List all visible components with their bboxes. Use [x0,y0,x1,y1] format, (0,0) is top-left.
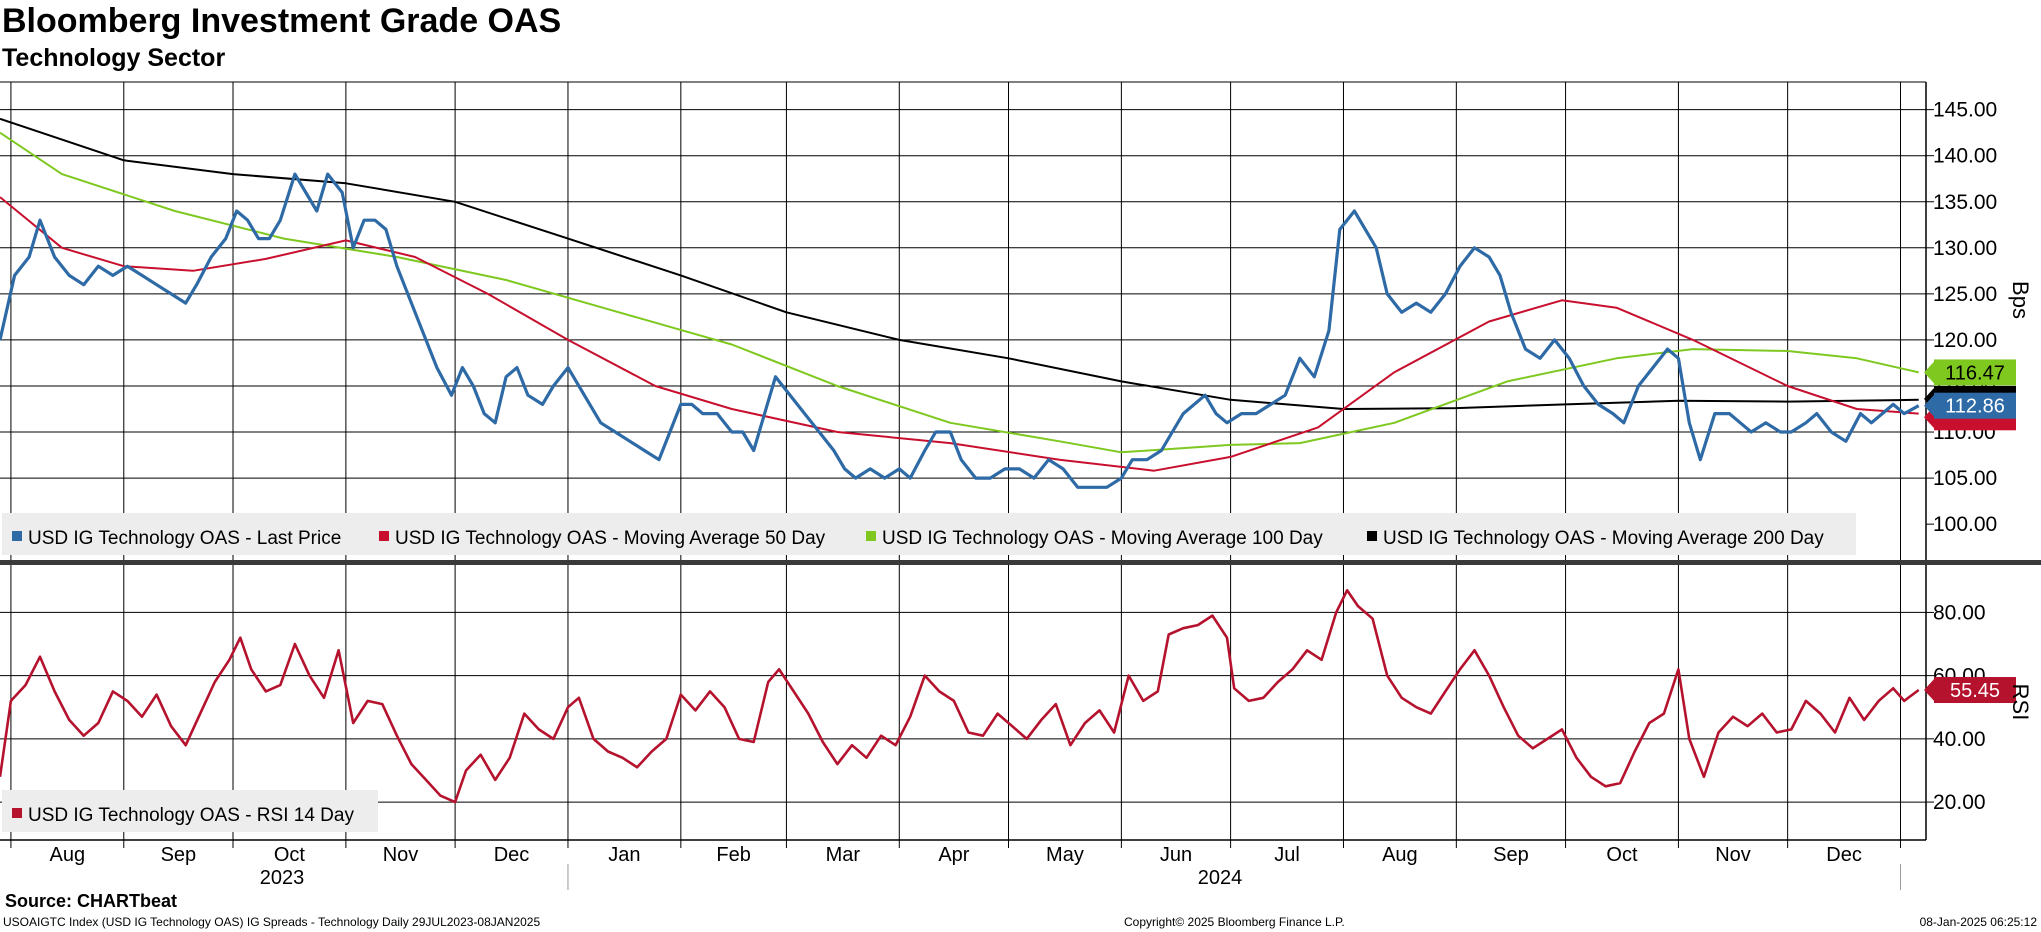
legend-ma100-swatch [866,531,876,541]
x-tick-label: Oct [274,844,306,866]
y-tick-label: 125.00 [1933,283,1997,306]
series-ma100-line [0,131,1919,454]
x-tick-label: Jun [1160,844,1192,866]
grid-layer [0,81,2041,890]
x-year-label: 2024 [1198,867,1243,889]
rsi-value-tag: 55.45 [1950,680,2000,702]
legend-ma50-swatch [379,531,389,541]
ma100-value-tag-bg [1934,359,2016,386]
chart-subtitle: Technology Sector [2,44,226,72]
y-tick-label: 120.00 [1933,329,1997,352]
legend-ma100-label: USD IG Technology OAS - Moving Average 1… [882,528,1323,549]
x-tick-label: Nov [1715,844,1751,866]
legend-last-price-label: USD IG Technology OAS - Last Price [28,528,341,549]
y-tick-label: 140.00 [1933,145,1997,168]
y-tick-label: 135.00 [1933,191,1997,214]
legend-last-price-swatch [12,531,22,541]
legend-ma200-swatch [1367,531,1377,541]
series-ma50-line [0,196,1919,472]
legend-ma200-label: USD IG Technology OAS - Moving Average 2… [1383,528,1824,549]
y-tick-label: 130.00 [1933,237,1997,260]
footer-description: USOAIGTC Index (USD IG Technology OAS) I… [3,915,541,929]
y-axis-label: Bps [2008,281,2033,319]
x-tick-label: Jul [1274,844,1300,866]
x-tick-label: Nov [383,844,419,866]
legend-ma50-label: USD IG Technology OAS - Moving Average 5… [395,528,826,549]
x-tick-label: Aug [1382,844,1418,866]
x-tick-label: Dec [494,844,530,866]
x-tick-label: Jan [608,844,640,866]
legend-layer: USD IG Technology OAS - Last Price USD IG… [2,513,1856,832]
rsi-tick-label: 20.00 [1933,791,1986,814]
rsi-value-tag-pointer [1924,677,1936,704]
x-tick-label: Oct [1606,844,1638,866]
rsi-tick-label: 40.00 [1933,728,1986,751]
x-year-label: 2023 [260,867,305,889]
x-tick-label: Aug [50,844,86,866]
x-tick-label: Mar [826,844,861,866]
rsi-tick-label: 80.00 [1933,601,1986,624]
footer-timestamp: 08-Jan-2025 06:25:12 [1919,915,2037,929]
ma100-value-tag-pointer [1924,359,1936,386]
series-last-price-line [0,172,1920,489]
x-tick-label: Apr [938,844,969,866]
chart-title: Bloomberg Investment Grade OAS [2,2,562,40]
footer-copyright: Copyright© 2025 Bloomberg Finance L.P. [1124,915,1345,929]
y-tick-label: 145.00 [1933,99,1997,122]
rsi-legend-box [2,790,378,832]
axis-layer: Aug Sep Oct Nov Dec Jan Feb Mar Apr May Jun Jul Aug S… [50,99,2033,889]
y-tick-label: 100.00 [1933,513,1997,536]
legend-rsi-label: USD IG Technology OAS - RSI 14 Day [28,805,354,826]
x-tick-label: Sep [1493,844,1529,866]
series-ma200-line [0,117,1919,410]
ma100-value-tag: 116.47 [1945,362,2005,384]
rsi-value-tag-bg [1934,677,2016,704]
source-note: Source: CHARTbeat [5,891,178,911]
series-layer [0,117,1920,804]
x-tick-label: Sep [161,844,197,866]
x-tick-label: May [1046,844,1084,866]
last-price-value-tag-bg [1934,392,2016,419]
x-tick-label: Dec [1826,844,1862,866]
y-tick-label: 105.00 [1933,467,1997,490]
last-price-value-tag: 112.86 [1945,396,2005,418]
series-rsi-line [0,589,1920,804]
chart-canvas: USD IG Technology OAS - Last Price USD IG… [0,81,2041,890]
legend-box [2,513,1856,555]
rsi-axis-label: RSI [2008,684,2033,721]
panel-divider [0,560,2041,565]
legend-rsi-swatch [12,808,22,818]
last-price-value-tag-pointer [1924,392,1936,419]
x-tick-label: Feb [716,844,750,866]
